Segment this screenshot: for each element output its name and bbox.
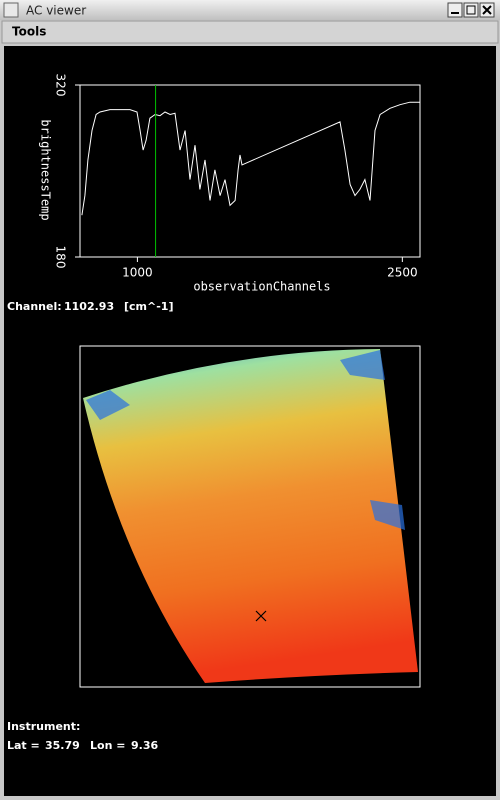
y-axis-label: brightnessTemp — [39, 119, 53, 220]
lon-value: 9.36 — [131, 739, 158, 752]
plot-frame — [79, 84, 421, 258]
window-title: AC viewer — [26, 4, 86, 18]
instrument-label: Instrument: — [7, 720, 80, 733]
lat-label: Lat = — [7, 739, 40, 752]
menu-item[interactable]: Tools — [12, 25, 46, 39]
lat-value: 35.79 — [45, 739, 80, 752]
spectrum-line — [81, 101, 420, 216]
satellite-image[interactable] — [83, 349, 418, 683]
cold-cloud — [86, 350, 405, 530]
channel-value: 1102.93 — [64, 300, 114, 313]
x-axis-label: observationChannels — [193, 280, 330, 294]
menu-bar — [1, 20, 499, 44]
x-tick-label: 2500 — [387, 266, 418, 280]
window-buttons[interactable] — [447, 2, 495, 18]
lon-label: Lon = — [90, 739, 125, 752]
channel-unit: [cm^-1] — [124, 300, 173, 313]
y-tick-label: 320 — [54, 74, 68, 97]
channel-readout: Channel: 1102.93 [cm^-1] — [7, 300, 173, 313]
channel-label: Channel: — [7, 300, 62, 313]
y-tick-label: 180 — [54, 246, 68, 269]
x-tick-label: 1000 — [122, 266, 153, 280]
title-bar — [0, 0, 500, 20]
location-marker — [255, 610, 267, 622]
status-panel: Instrument: Lat = 35.79 Lon = 9.36 — [7, 720, 158, 752]
window-icon — [3, 2, 19, 18]
